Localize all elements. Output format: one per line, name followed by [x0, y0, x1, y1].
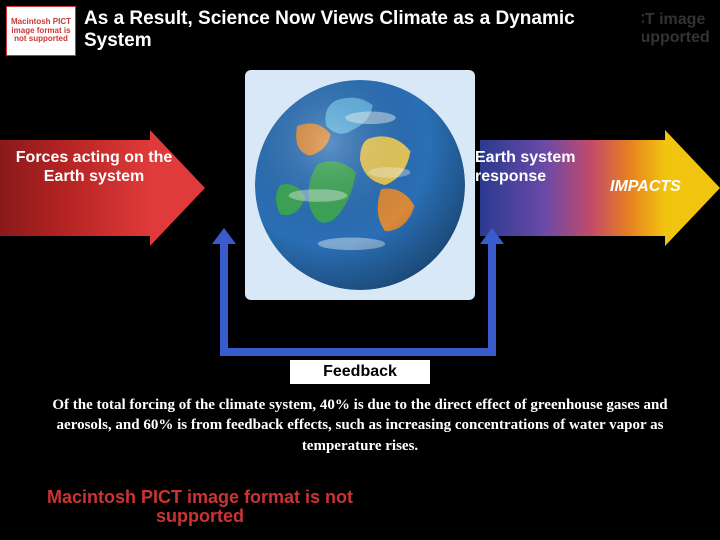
feedback-line	[220, 236, 228, 356]
feedback-line	[488, 236, 496, 356]
feedback-arrowhead	[480, 228, 504, 244]
label-impacts: IMPACTS	[610, 178, 710, 196]
feedback-arrowhead	[212, 228, 236, 244]
caption: Of the total forcing of the climate syst…	[48, 395, 672, 456]
label-forces: Forces acting on the Earth system	[14, 148, 174, 186]
slide: Macintosh PICT image format is not suppo…	[0, 0, 720, 540]
earth-globe	[255, 80, 465, 290]
pict-placeholder-bottom: Macintosh PICT image format is not suppo…	[10, 478, 390, 536]
slide-title: As a Result, Science Now Views Climate a…	[84, 8, 636, 52]
feedback-label-box: Feedback	[290, 360, 430, 384]
feedback-label: Feedback	[323, 363, 397, 381]
feedback-line	[220, 348, 496, 356]
pict-text: Macintosh PICT image format is not suppo…	[7, 18, 75, 44]
pict-placeholder-topleft: Macintosh PICT image format is not suppo…	[6, 6, 76, 56]
title-bar: As a Result, Science Now Views Climate a…	[78, 6, 642, 54]
earth-svg	[255, 80, 465, 290]
pict-text: Macintosh PICT image format is not suppo…	[10, 488, 390, 526]
earth-graphic	[245, 70, 475, 300]
label-response: Earth system response	[475, 148, 595, 186]
